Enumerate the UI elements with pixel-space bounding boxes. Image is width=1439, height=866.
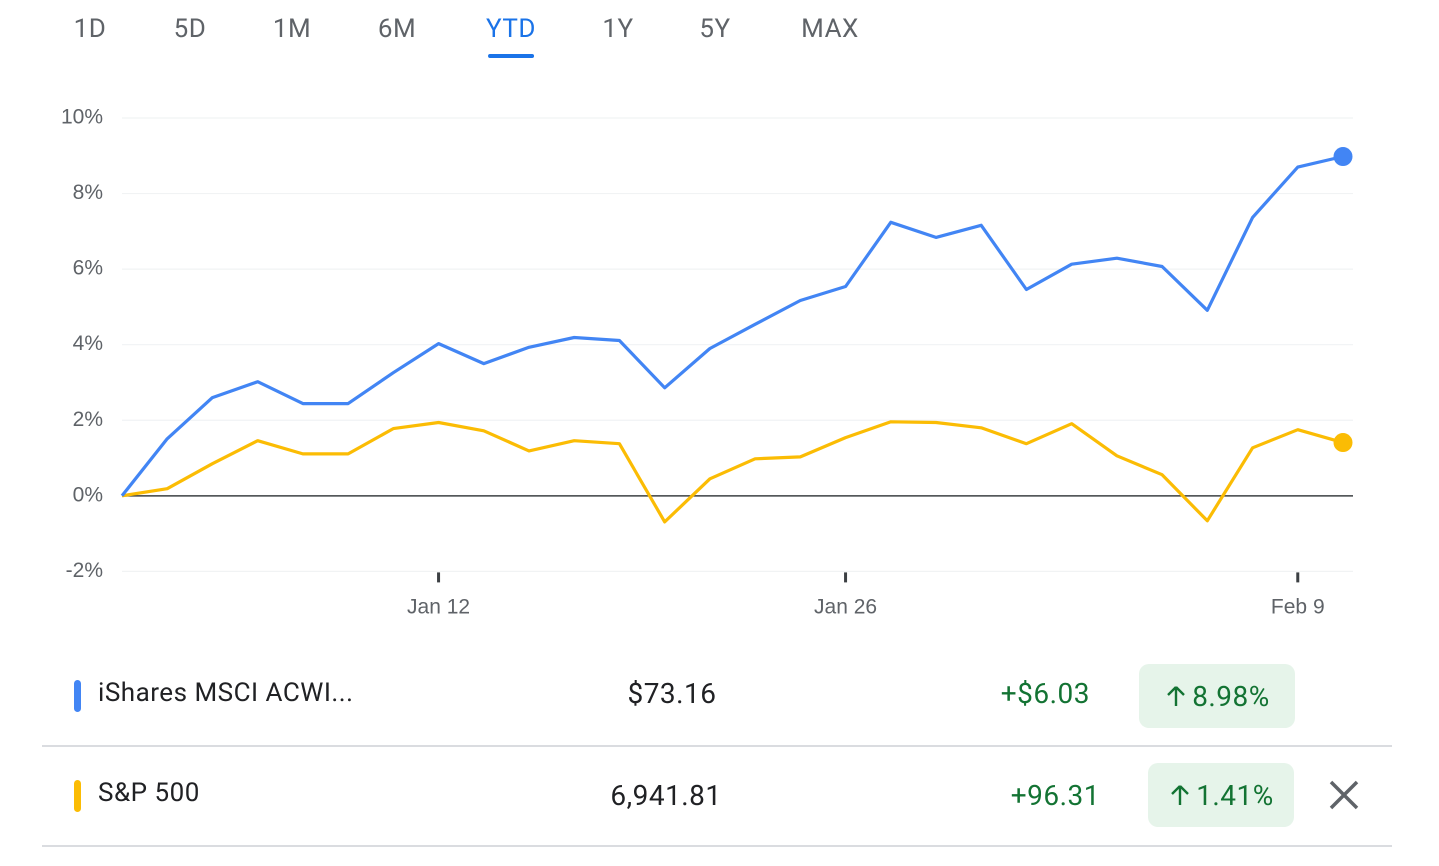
y-tick-label: 10% [61, 106, 103, 129]
percent-change: 1.41% [1148, 763, 1294, 827]
range-tab[interactable]: 6M [377, 14, 417, 44]
y-tick-label: 4% [73, 332, 103, 355]
y-tick-label: 6% [73, 257, 103, 280]
security-name: S&P 500 [98, 778, 200, 808]
change: +96.31 [1010, 779, 1100, 812]
series-line [121, 420, 1344, 524]
end-dot [1333, 433, 1353, 453]
range-tab[interactable]: 1D [73, 14, 107, 44]
percent-text: 1.41% [1196, 778, 1274, 812]
up-arrow [1171, 785, 1190, 805]
security-name: iShares MSCI ACWI... [98, 678, 354, 708]
series-line [120, 154, 1344, 497]
price: $73.16 [627, 677, 717, 710]
y-tick-label: 8% [73, 181, 103, 204]
legend-swatch [74, 780, 81, 812]
percent-text: 8.98% [1192, 679, 1270, 713]
y-tick-label: 0% [73, 483, 103, 506]
x-tick-label: Feb 9 [1271, 596, 1325, 619]
y-tick-label: 2% [73, 408, 103, 431]
row[interactable]: iShares MSCI ACWI... $73.16 +$6.03 8.98% [42, 645, 1392, 747]
range-tab[interactable]: 5Y [699, 14, 731, 44]
legend-swatch [74, 680, 81, 712]
row[interactable]: S&P 500 6,941.81 +96.31 1.41% [42, 745, 1392, 847]
change: +$6.03 [1000, 677, 1090, 710]
chart: -2% 0% 2% 4% 6% 8% 10% Jan 12 Jan 26 Feb 9 [61, 106, 1353, 619]
range-tab[interactable]: 5D [173, 14, 207, 44]
up-arrow [1167, 686, 1186, 706]
x-tick-label: Jan 12 [407, 596, 470, 619]
end-dot [1333, 147, 1353, 167]
y-tick-label: -2% [66, 559, 103, 582]
x-tick-label: Jan 26 [814, 596, 877, 619]
range-tab[interactable]: 1Y [602, 14, 634, 44]
percent-change: 8.98% [1139, 664, 1295, 728]
price: 6,941.81 [610, 779, 722, 812]
range-tab[interactable]: 1M [272, 14, 312, 44]
range-tab[interactable]: YTD [486, 14, 536, 58]
range-tab[interactable]: MAX [801, 14, 859, 44]
remove-button[interactable] [1326, 777, 1362, 813]
